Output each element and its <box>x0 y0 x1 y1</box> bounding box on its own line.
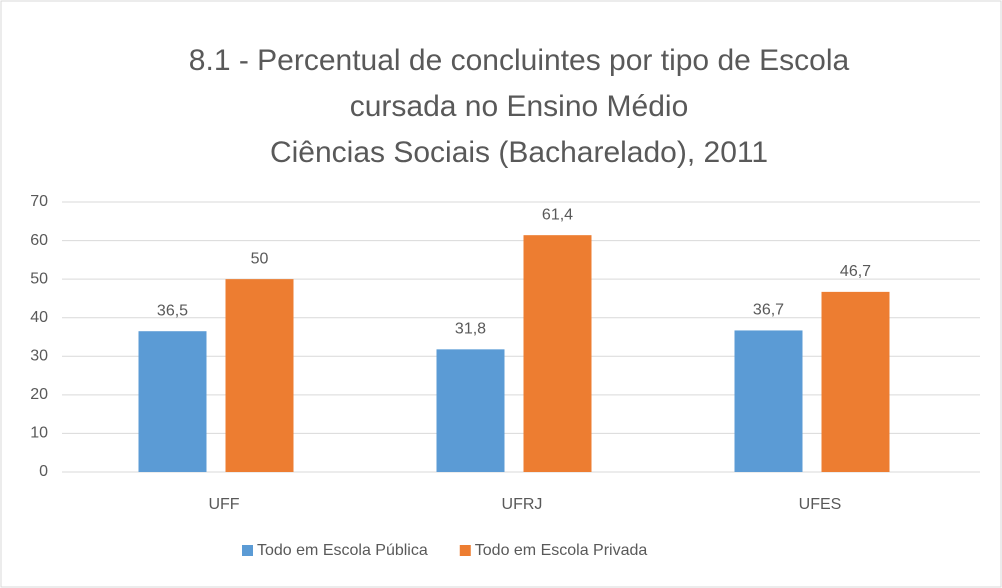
y-tick-label: 0 <box>39 463 48 480</box>
bar <box>523 235 592 472</box>
bar <box>225 279 294 472</box>
value-label: 61,4 <box>542 206 573 223</box>
legend-swatch <box>459 545 471 556</box>
x-tick-label: UFRJ <box>502 496 543 513</box>
y-tick-label: 60 <box>30 232 48 249</box>
bar <box>821 291 890 472</box>
chart-title: cursada no Ensino Médio <box>350 90 689 123</box>
y-tick-label: 70 <box>30 193 48 210</box>
y-tick-label: 20 <box>30 386 48 403</box>
bar <box>734 330 803 472</box>
legend-label: Todo em Escola Pública <box>257 542 428 559</box>
value-label: 50 <box>251 250 269 267</box>
chart-title: 8.1 - Percentual de concluintes por tipo… <box>189 44 850 77</box>
bar <box>138 331 207 472</box>
x-tick-label: UFES <box>799 496 842 513</box>
value-label: 46,7 <box>840 263 871 280</box>
value-label: 36,5 <box>157 302 188 319</box>
value-label: 36,7 <box>753 302 784 319</box>
legend-label: Todo em Escola Privada <box>475 542 648 559</box>
chart-title: Ciências Sociais (Bacharelado), 2011 <box>270 136 768 169</box>
legend-swatch <box>242 545 253 556</box>
y-tick-label: 50 <box>30 270 48 287</box>
bar <box>436 349 505 472</box>
y-tick-label: 10 <box>30 425 48 442</box>
value-label: 31,8 <box>455 321 486 338</box>
y-tick-label: 30 <box>30 348 48 365</box>
y-tick-label: 40 <box>30 309 48 326</box>
x-tick-label: UFF <box>208 496 239 513</box>
